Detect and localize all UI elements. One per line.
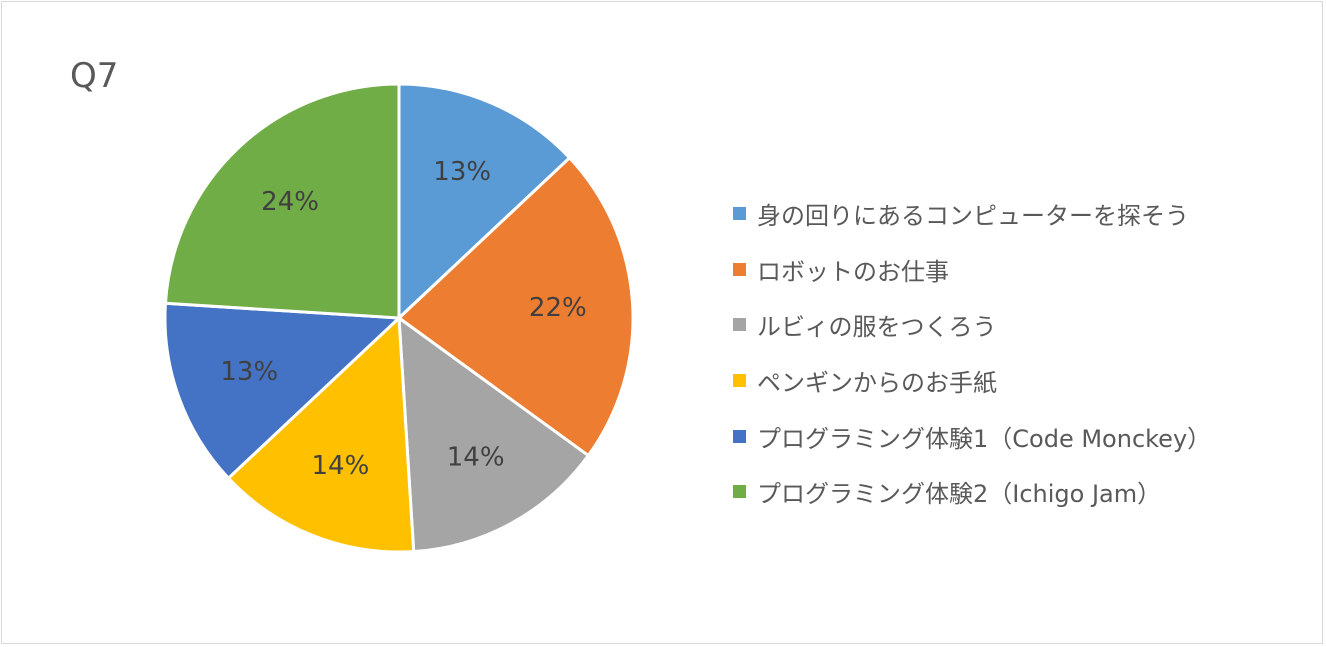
data-label-3: 14% <box>447 442 505 472</box>
pie-slice-3 <box>397 316 590 554</box>
legend-label: ロボットのお仕事 <box>757 257 949 286</box>
legend-swatch <box>733 262 746 276</box>
legend-label: ルビィの服をつくろう <box>757 313 997 342</box>
legend-item-1: 身の回りにあるコンピューターを探そう <box>733 186 1313 242</box>
pie-slice-5 <box>163 301 401 480</box>
data-label-5: 13% <box>220 357 278 387</box>
data-label-4: 14% <box>312 451 370 481</box>
chart-title: Q7 <box>70 56 119 96</box>
data-label-6: 24% <box>261 187 319 217</box>
legend-label: 身の回りにあるコンピューターを探そう <box>757 202 1189 231</box>
pie-data-labels: 13% 22% 14% 14% 13% 24% <box>220 157 586 481</box>
pie-slice-1 <box>397 82 572 320</box>
legend-swatch <box>733 374 746 388</box>
pie-slice-4 <box>226 316 416 554</box>
legend-label: プログラミング体験2（Ichigo Jam） <box>757 480 1162 509</box>
legend-swatch <box>733 318 746 332</box>
legend-item-6: プログラミング体験2（Ichigo Jam） <box>733 464 1313 520</box>
legend-swatch <box>733 429 746 443</box>
legend-label: プログラミング体験1（Code Monckey） <box>757 424 1212 453</box>
pie-slice-2 <box>397 156 635 458</box>
legend-item-3: ルビィの服をつくろう <box>733 297 1313 353</box>
legend: 身の回りにあるコンピューターを探そう ロボットのお仕事ルビィの服をつくろう ペンギン… <box>733 186 1313 520</box>
pie-slices <box>163 82 635 554</box>
legend-swatch <box>733 207 746 221</box>
pie-slice-6 <box>163 82 401 320</box>
data-label-2: 22% <box>529 293 587 323</box>
legend-item-4: ペンギンからのお手紙 <box>733 353 1313 409</box>
legend-label: ペンギンからのお手紙 <box>757 369 997 398</box>
legend-item-5: プログラミング体験1（Code Monckey） <box>733 408 1313 464</box>
legend-swatch <box>733 485 746 499</box>
legend-item-2: ロボットのお仕事 <box>733 242 1313 298</box>
data-label-1: 13% <box>433 157 491 187</box>
